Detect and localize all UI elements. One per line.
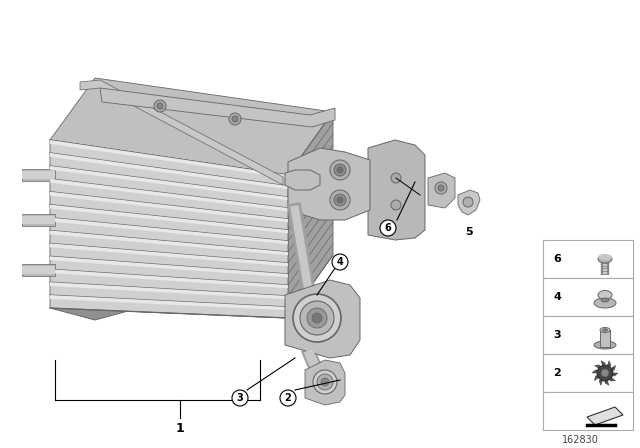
Circle shape <box>293 294 341 342</box>
Polygon shape <box>368 140 425 240</box>
Circle shape <box>334 164 346 176</box>
Circle shape <box>337 167 343 173</box>
Polygon shape <box>80 80 283 185</box>
Polygon shape <box>50 153 288 190</box>
Polygon shape <box>50 192 288 222</box>
Polygon shape <box>50 78 333 175</box>
Polygon shape <box>50 295 288 310</box>
Circle shape <box>157 103 163 109</box>
Polygon shape <box>587 407 623 425</box>
Polygon shape <box>605 361 611 373</box>
Polygon shape <box>605 373 618 376</box>
Bar <box>600 330 610 347</box>
Ellipse shape <box>602 329 607 331</box>
Polygon shape <box>595 373 605 381</box>
Polygon shape <box>22 266 55 274</box>
Circle shape <box>317 374 333 390</box>
Polygon shape <box>595 365 605 373</box>
Polygon shape <box>285 280 360 358</box>
Text: 4: 4 <box>553 292 561 302</box>
Circle shape <box>307 308 327 328</box>
Polygon shape <box>22 216 55 224</box>
Circle shape <box>321 378 329 386</box>
Circle shape <box>601 369 609 377</box>
Bar <box>543 316 633 354</box>
Text: 3: 3 <box>237 393 243 403</box>
Polygon shape <box>50 282 288 299</box>
Polygon shape <box>50 230 288 255</box>
Polygon shape <box>428 173 455 208</box>
Circle shape <box>435 182 447 194</box>
Circle shape <box>232 116 238 122</box>
Text: 6: 6 <box>553 254 561 264</box>
Polygon shape <box>285 170 320 190</box>
Polygon shape <box>100 88 335 127</box>
Ellipse shape <box>600 327 610 332</box>
Text: 162830: 162830 <box>561 435 598 445</box>
Circle shape <box>332 254 348 270</box>
Circle shape <box>391 173 401 183</box>
Text: 4: 4 <box>337 257 344 267</box>
Bar <box>543 240 633 278</box>
Circle shape <box>313 370 337 394</box>
Polygon shape <box>288 112 333 318</box>
Circle shape <box>380 220 396 236</box>
Ellipse shape <box>598 290 612 300</box>
Text: 5: 5 <box>465 227 473 237</box>
Polygon shape <box>305 360 345 405</box>
Circle shape <box>337 197 343 203</box>
Circle shape <box>334 194 346 206</box>
Ellipse shape <box>594 341 616 349</box>
Text: 2: 2 <box>285 393 291 403</box>
Circle shape <box>438 185 444 191</box>
Circle shape <box>463 197 473 207</box>
Polygon shape <box>22 169 55 181</box>
Bar <box>543 392 633 430</box>
Circle shape <box>312 313 322 323</box>
Polygon shape <box>22 264 55 276</box>
Text: 3: 3 <box>553 330 561 340</box>
Polygon shape <box>605 373 616 381</box>
Text: 6: 6 <box>385 223 392 233</box>
Polygon shape <box>50 179 288 211</box>
Circle shape <box>330 190 350 210</box>
Ellipse shape <box>601 298 609 302</box>
Polygon shape <box>50 205 288 233</box>
Ellipse shape <box>598 254 612 260</box>
Text: 2: 2 <box>553 368 561 378</box>
Circle shape <box>229 113 241 125</box>
Polygon shape <box>50 166 288 200</box>
Polygon shape <box>599 373 605 385</box>
Circle shape <box>300 301 334 335</box>
Polygon shape <box>605 366 616 373</box>
Polygon shape <box>601 361 605 373</box>
Polygon shape <box>592 370 605 373</box>
Polygon shape <box>605 373 609 385</box>
Polygon shape <box>50 255 333 320</box>
Polygon shape <box>50 256 288 277</box>
Polygon shape <box>50 218 288 244</box>
Ellipse shape <box>598 255 612 263</box>
Polygon shape <box>22 171 55 179</box>
Circle shape <box>154 100 166 112</box>
Polygon shape <box>50 243 288 266</box>
Circle shape <box>597 365 613 381</box>
Polygon shape <box>288 148 370 220</box>
Bar <box>543 278 633 316</box>
Text: 1: 1 <box>175 422 184 435</box>
Polygon shape <box>50 269 288 289</box>
Polygon shape <box>50 140 288 318</box>
Polygon shape <box>22 214 55 226</box>
Ellipse shape <box>594 298 616 308</box>
Polygon shape <box>458 190 480 215</box>
Circle shape <box>280 390 296 406</box>
Circle shape <box>330 160 350 180</box>
Bar <box>543 354 633 392</box>
Polygon shape <box>50 140 288 178</box>
Circle shape <box>232 390 248 406</box>
Circle shape <box>391 200 401 210</box>
